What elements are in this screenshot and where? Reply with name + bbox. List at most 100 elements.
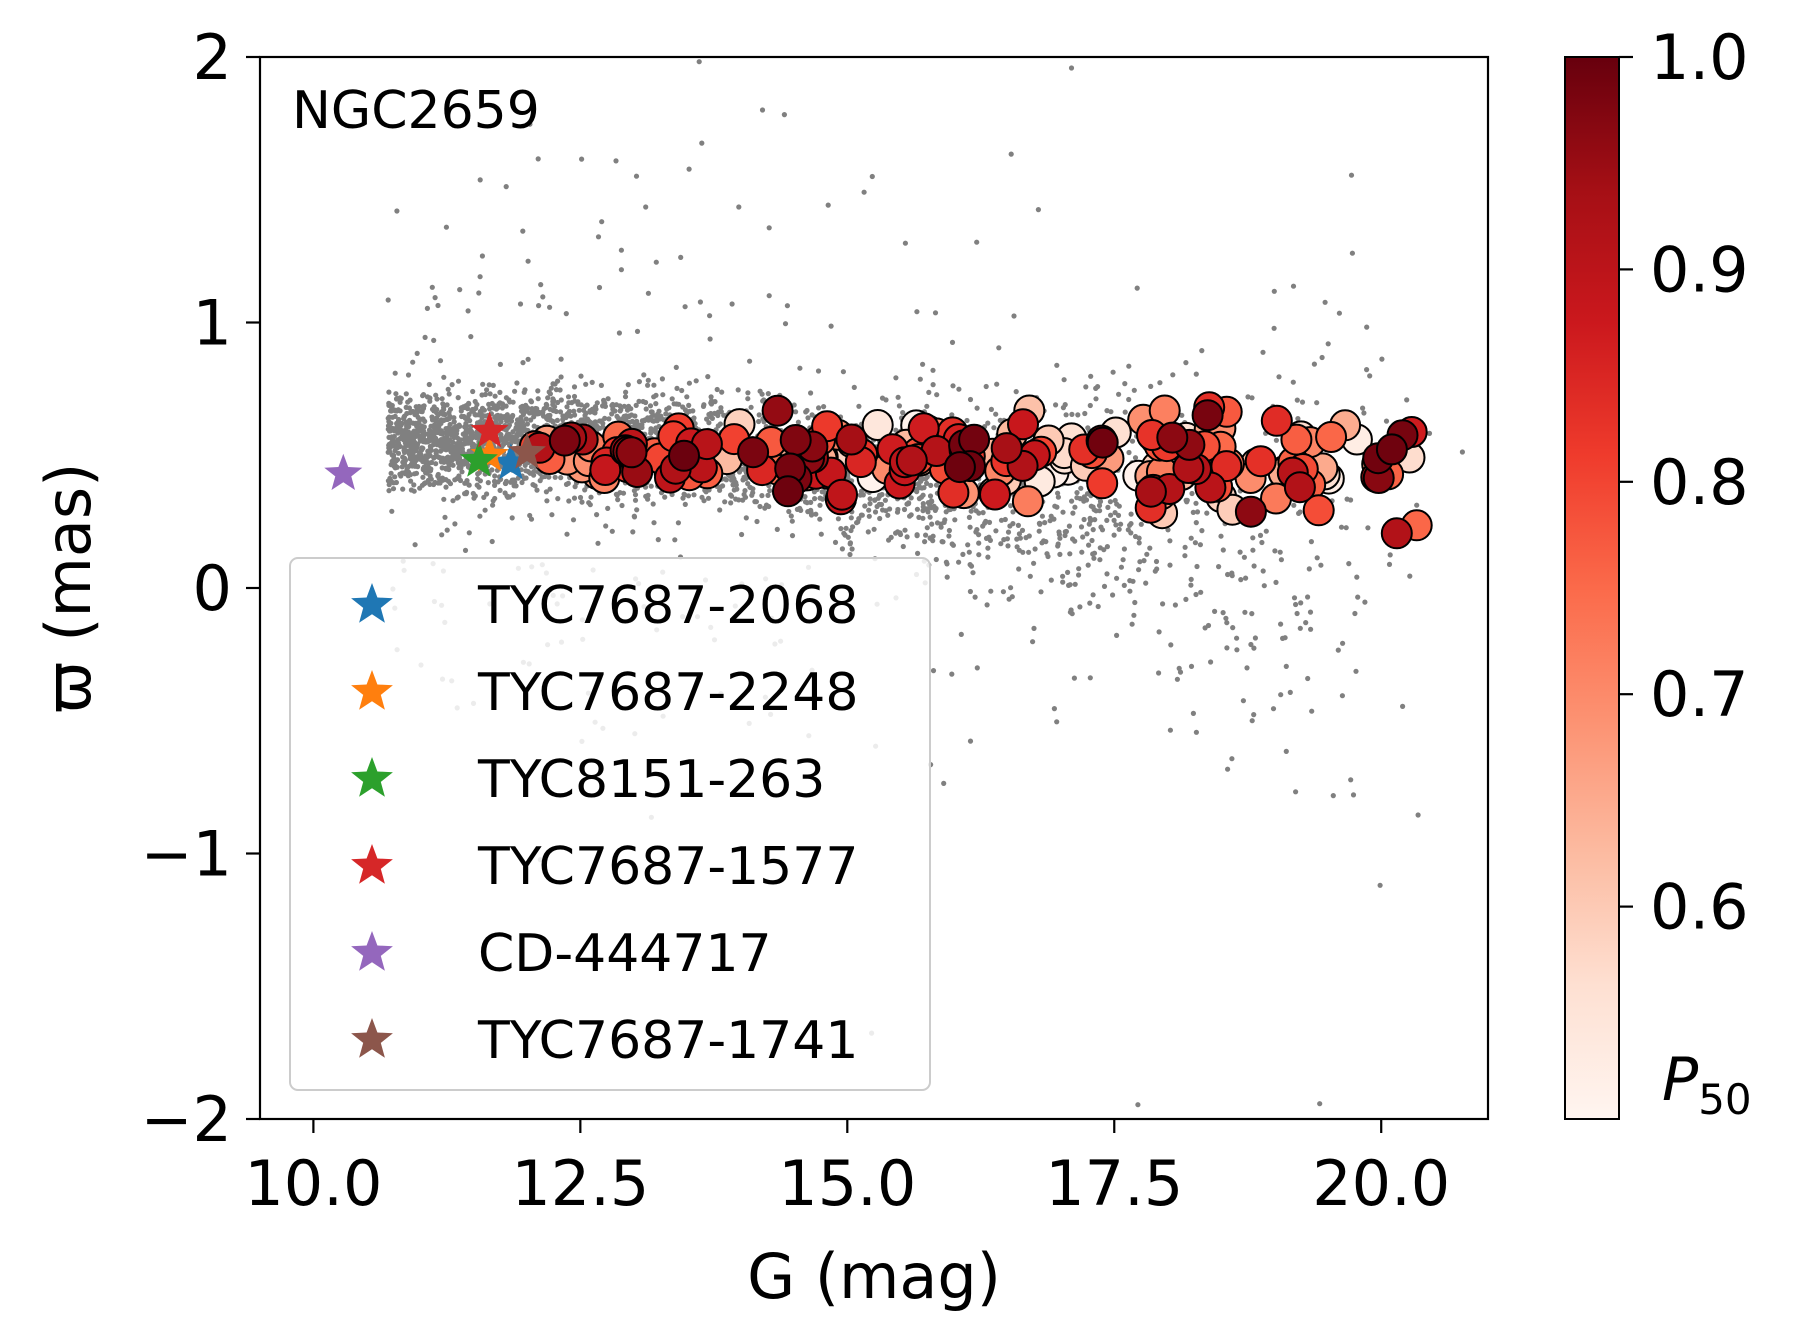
field-star-point	[789, 533, 796, 539]
field-star-point	[1176, 665, 1182, 672]
field-star-point	[1426, 430, 1433, 436]
field-star-point	[1208, 659, 1214, 665]
field-star-point	[1031, 560, 1037, 566]
member-point	[990, 432, 1023, 465]
field-star-point	[988, 588, 994, 594]
field-star-point	[1074, 495, 1080, 501]
field-star-point	[1387, 552, 1393, 558]
field-star-point	[902, 240, 909, 246]
field-star-point	[594, 423, 600, 430]
field-star-point	[866, 513, 872, 519]
field-star-point	[1070, 510, 1076, 516]
field-star-point	[490, 502, 496, 508]
field-star-point	[794, 506, 801, 512]
field-star-point	[435, 480, 441, 486]
field-star-point	[1277, 549, 1283, 555]
field-star-point	[782, 321, 789, 327]
member-point	[979, 478, 1011, 511]
field-star-point	[533, 405, 539, 412]
field-star-point	[699, 140, 705, 146]
field-star-point	[394, 208, 400, 214]
field-star-point	[1090, 551, 1096, 557]
field-star-point	[924, 480, 930, 486]
field-star-point	[735, 387, 741, 393]
field-star-point	[455, 378, 462, 384]
field-star-point	[446, 415, 452, 422]
field-star-point	[632, 422, 638, 428]
field-star-point	[1097, 508, 1103, 514]
field-star-point	[387, 444, 393, 451]
field-star-point	[385, 297, 391, 303]
field-star-point	[600, 420, 606, 426]
field-star-point	[940, 539, 946, 545]
field-star-point	[845, 534, 851, 540]
field-star-point	[960, 551, 966, 558]
member-point	[737, 436, 770, 469]
field-star-point	[632, 492, 639, 498]
y-tick-label: 1	[193, 287, 232, 360]
field-star-point	[674, 385, 680, 391]
field-star-point	[547, 304, 553, 310]
field-star-point	[1026, 549, 1032, 555]
field-star-point	[427, 481, 433, 487]
field-star-point	[1199, 528, 1205, 534]
field-star-point	[686, 166, 692, 172]
cluster-members	[518, 391, 1433, 550]
field-star-point	[414, 350, 420, 356]
field-star-point	[447, 406, 454, 412]
field-star-point	[1130, 578, 1136, 584]
field-star-point	[708, 398, 715, 404]
field-star-point	[528, 464, 535, 470]
field-star-point	[515, 431, 521, 437]
field-star-point	[537, 478, 543, 484]
highlighted-star-marker	[470, 411, 509, 448]
field-star-point	[984, 602, 990, 608]
field-star-point	[848, 527, 854, 534]
field-star-point	[540, 294, 546, 300]
field-star-point	[1127, 522, 1133, 528]
field-star-point	[1143, 580, 1149, 586]
field-star-point	[416, 433, 422, 439]
field-star-point	[920, 515, 926, 521]
field-star-point	[1060, 573, 1066, 579]
field-star-point	[750, 490, 756, 496]
field-star-point	[391, 443, 397, 449]
field-star-point	[872, 497, 878, 503]
field-star-point	[392, 465, 398, 471]
field-star-point	[498, 431, 504, 438]
x-tick-label: 12.5	[511, 1147, 649, 1220]
field-star-point	[1172, 602, 1178, 608]
field-star-point	[1293, 601, 1299, 608]
field-star-point	[656, 408, 662, 414]
field-star-point	[946, 527, 953, 534]
field-star-point	[893, 375, 899, 381]
field-star-point	[805, 415, 811, 421]
field-star-point	[1090, 527, 1096, 533]
field-star-point	[1113, 522, 1119, 528]
colorbar-tick-label: 0.8	[1650, 446, 1749, 519]
field-star-point	[900, 410, 906, 416]
field-star-point	[470, 441, 476, 447]
field-star-point	[1294, 610, 1300, 617]
field-star-point	[674, 401, 680, 407]
field-star-point	[679, 387, 685, 394]
field-star-point	[630, 529, 636, 535]
field-star-point	[517, 301, 524, 307]
legend-marker	[351, 931, 393, 971]
field-star-point	[471, 495, 477, 501]
field-star-point	[1199, 348, 1205, 354]
field-star-point	[1081, 498, 1087, 504]
field-star-point	[849, 546, 855, 552]
field-star-point	[813, 511, 819, 517]
field-star-point	[1335, 647, 1341, 653]
field-star-point	[805, 509, 811, 515]
field-star-point	[678, 254, 684, 260]
field-star-point	[1188, 582, 1194, 588]
field-star-point	[1016, 566, 1022, 572]
field-star-point	[944, 574, 950, 580]
field-star-point	[1245, 394, 1251, 400]
field-star-point	[752, 499, 758, 505]
field-star-point	[462, 547, 469, 554]
field-star-point	[443, 224, 449, 230]
field-star-point	[1319, 354, 1325, 361]
